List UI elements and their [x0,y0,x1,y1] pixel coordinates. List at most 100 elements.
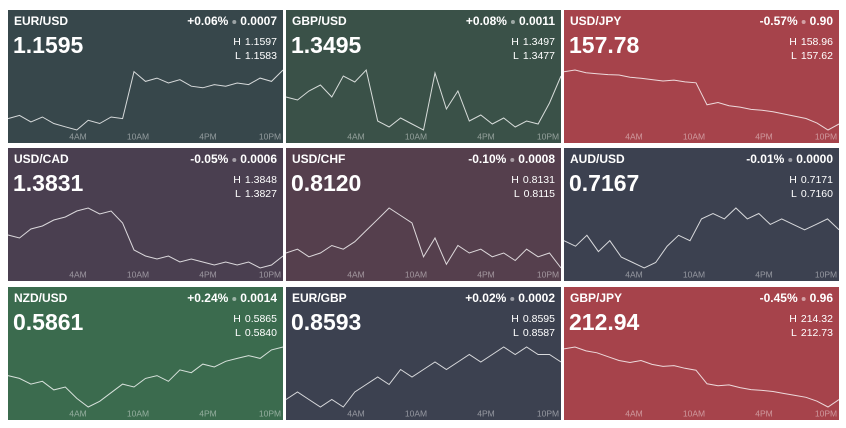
x-label: 10PM [815,131,837,141]
low-label: L [513,50,519,62]
tile-background [8,287,283,420]
low-value: 157.62 [801,50,833,62]
high-value: 0.5865 [245,313,277,325]
change-abs: 0.0008 [518,152,555,166]
x-label: 4AM [625,269,642,279]
x-label: 10AM [127,408,149,418]
separator-dot [510,20,515,24]
pair-name: EUR/USD [14,14,68,28]
separator-dot [801,297,806,301]
x-label: 10PM [259,131,281,141]
high-label: H [789,174,797,186]
x-label: 10PM [537,131,559,141]
x-label: 10PM [259,269,281,279]
x-label: 4AM [625,408,642,418]
x-label: 10AM [405,269,427,279]
low-value: 0.5840 [245,327,277,339]
low-label: L [791,50,797,62]
pair-name: GBP/JPY [570,291,622,305]
low-label: L [791,188,797,200]
price-line [285,68,562,131]
price: 1.3831 [13,170,84,196]
change-abs: 0.0000 [796,152,833,166]
ticker-tile[interactable]: GBP/USD 1.3495 0.0011 +0.08% 1.3497 H 1.3477 L 4… [285,10,562,143]
x-label: 4AM [347,269,364,279]
low-label: L [514,188,520,200]
tile-background [286,287,561,420]
price-line [7,69,284,131]
change-abs: 0.0006 [240,152,277,166]
price: 0.5861 [13,309,84,335]
x-label: 4PM [199,269,216,279]
ticker-tile[interactable]: AUD/USD 0.7167 0.0000 -0.01% 0.7171 H 0.7160 L 4… [563,148,840,281]
tile-background [564,148,839,281]
price: 0.8593 [291,309,361,335]
x-label: 10PM [537,269,559,279]
change-pct: +0.06% [187,14,228,28]
price-line [563,346,840,408]
ticker-tile[interactable]: GBP/JPY 212.94 0.96 -0.45%214.32 H 212.73 L 4AM… [563,287,840,420]
change-pct: -0.01% [746,152,784,166]
x-label: 4PM [755,269,772,279]
change-pct: -0.45% [760,291,798,305]
low-value: 0.8115 [524,188,555,200]
price-line [7,207,284,269]
tile-background [286,10,561,143]
low-value: 1.3477 [523,50,555,62]
x-label: 4PM [755,131,772,141]
low-value: 0.8587 [523,327,555,339]
high-value: 214.32 [801,313,833,325]
ticker-tile[interactable]: USD/JPY 157.78 0.90 -0.57%158.96 H 157.62 L 4AM… [563,10,840,143]
change-pct: +0.24% [187,291,228,305]
tile-background [564,10,839,143]
x-label: 10AM [127,269,149,279]
low-value: 1.1583 [245,50,277,62]
separator-dot [510,297,515,301]
x-label: 4AM [69,131,86,141]
x-label: 10AM [127,131,149,141]
high-value: 0.7171 [801,174,833,186]
separator-dot [232,158,237,162]
x-label: 4AM [69,408,86,418]
separator-dot [801,20,806,24]
change-pct: +0.08% [466,14,507,28]
ticker-tile[interactable]: EUR/USD 1.1595 0.0007 +0.06% 1.1597 H 1.1583 L 4… [7,10,284,143]
separator-dot [232,297,237,301]
pair-name: EUR/GBP [292,291,347,305]
pair-name: USD/CAD [14,152,69,166]
ticker-tile[interactable]: USD/CHF 0.8120 0.0008 -0.10% 0.8131 H 0.8115 L 4… [285,148,562,281]
change-pct: -0.05% [190,152,228,166]
x-label: 10AM [405,131,427,141]
price: 0.8120 [291,170,361,196]
high-label: H [233,313,241,325]
change-abs: 0.0007 [240,14,277,28]
pair-name: GBP/USD [292,14,347,28]
change-abs: 0.0002 [518,291,555,305]
low-label: L [513,327,519,339]
ticker-tile[interactable]: EUR/GBP 0.8593 0.0002 +0.02% 0.8595 H 0.8587 L 4… [285,287,562,420]
x-label: 4AM [625,131,642,141]
x-label: 10AM [683,131,705,141]
x-label: 4PM [755,408,772,418]
change-pct: +0.02% [465,291,506,305]
ticker-tile[interactable]: NZD/USD 0.5861 0.0014 +0.24% 0.5865 H 0.5840 L 4… [7,287,284,420]
low-label: L [235,50,241,62]
ticker-tile[interactable]: USD/CAD 1.3831 0.0006 -0.05% 1.3848 H 1.3827 L 4… [7,148,284,281]
high-value: 1.3497 [523,36,555,48]
tile-background [286,148,561,281]
tile-background [8,10,283,143]
price-line [285,207,562,269]
x-label: 4AM [347,131,364,141]
high-value: 158.96 [801,36,833,48]
x-label: 10PM [815,269,837,279]
low-label: L [235,188,241,200]
tile-background [8,148,283,281]
x-label: 4PM [199,408,216,418]
x-label: 10PM [815,408,837,418]
change-abs: 0.90 [810,14,834,28]
high-label: H [511,174,519,186]
high-label: H [233,36,241,48]
x-label: 4AM [347,408,364,418]
x-label: 4PM [477,269,494,279]
